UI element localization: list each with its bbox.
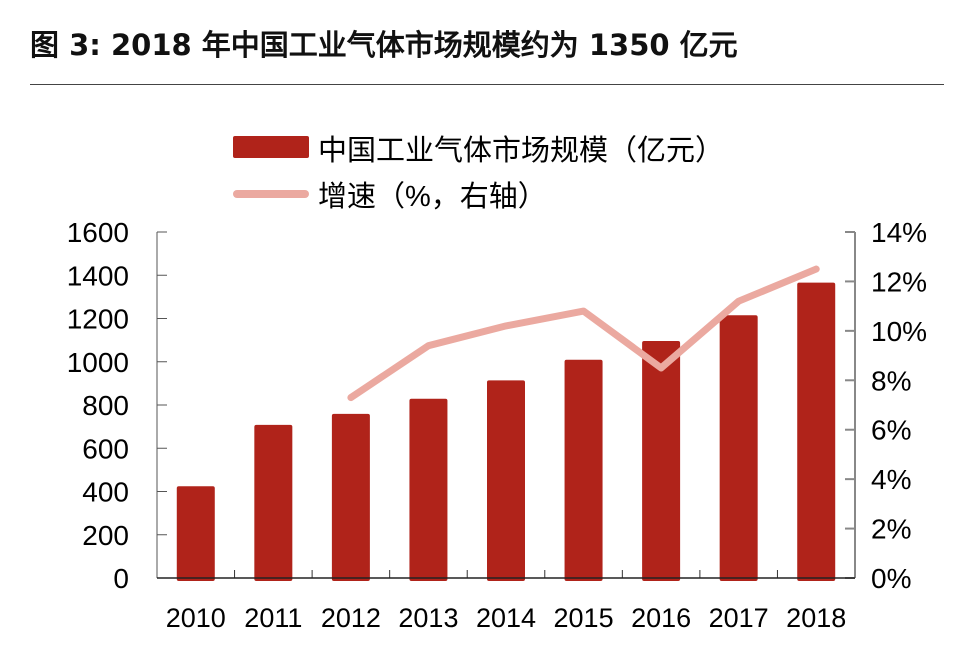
- bar-2016: [642, 340, 681, 581]
- left-tick-label: 1200: [67, 304, 129, 335]
- bar-2013: [409, 398, 448, 581]
- x-tick-label: 2017: [709, 603, 769, 633]
- left-tick-label: 200: [82, 520, 129, 551]
- left-tick-label: 800: [82, 390, 129, 421]
- x-tick-label: 2016: [631, 603, 691, 633]
- bar-2018: [797, 282, 836, 581]
- left-tick-label: 0: [113, 563, 129, 594]
- left-tick-label: 600: [82, 433, 129, 464]
- right-tick-label: 8%: [871, 365, 911, 396]
- x-tick-label: 2012: [321, 603, 381, 633]
- bar-2014: [487, 380, 525, 581]
- left-tick-label: 1400: [67, 260, 129, 291]
- x-tick-label: 2014: [476, 603, 536, 633]
- bar-2017: [719, 315, 758, 581]
- right-tick-label: 10%: [871, 316, 927, 347]
- x-tick-label: 2013: [398, 603, 458, 633]
- legend-line-label: 增速（%，右轴）: [318, 180, 547, 213]
- x-tick-label: 2010: [166, 603, 226, 633]
- bar-2015: [564, 359, 603, 581]
- left-tick-label: 400: [82, 477, 129, 508]
- title-divider: [30, 84, 944, 85]
- legend-bar-label: 中国工业气体市场规模（亿元）: [318, 134, 724, 167]
- x-tick-label: 2015: [554, 603, 614, 633]
- right-tick-label: 0%: [871, 563, 911, 594]
- figure-title: 图 3: 2018 年中国工业气体市场规模约为 1350 亿元: [30, 28, 738, 62]
- left-tick-label: 1000: [67, 347, 129, 378]
- right-tick-label: 14%: [871, 217, 927, 248]
- x-tick-label: 2011: [244, 603, 302, 633]
- bar-2012: [331, 413, 370, 581]
- left-tick-label: 1600: [67, 217, 129, 248]
- right-tick-label: 4%: [871, 464, 911, 495]
- legend-bar-swatch: [233, 136, 309, 158]
- bar-2010: [176, 486, 215, 581]
- x-tick-label: 2018: [786, 603, 846, 633]
- right-tick-label: 12%: [871, 266, 927, 297]
- right-tick-label: 2%: [871, 514, 911, 545]
- bar-2011: [254, 424, 293, 581]
- right-tick-label: 6%: [871, 415, 911, 446]
